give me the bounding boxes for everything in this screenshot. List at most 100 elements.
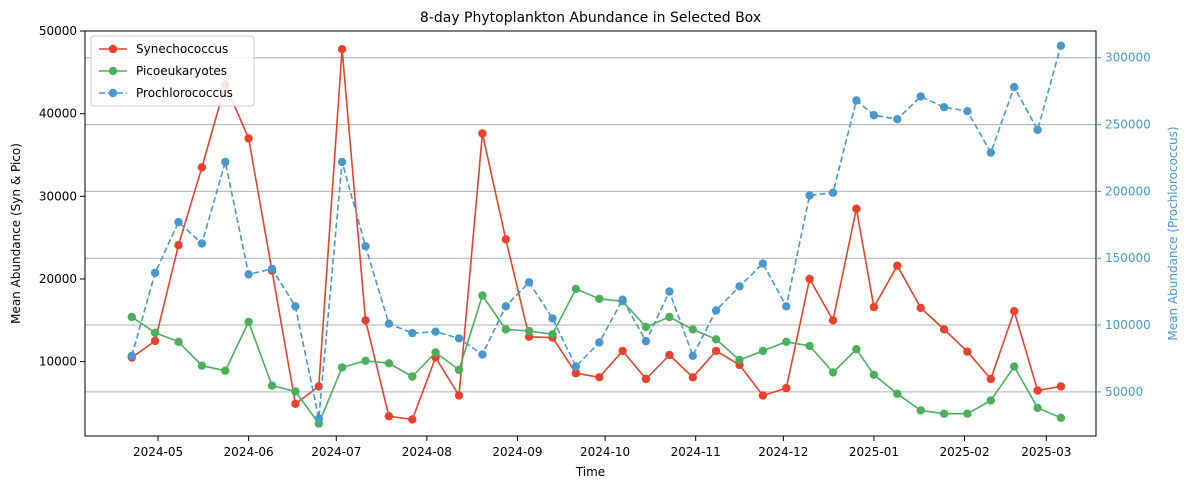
data-point-synechococcus — [805, 274, 814, 284]
legend-label: Synechococcus — [136, 42, 228, 56]
data-point-prochlorococcus — [618, 295, 627, 304]
y-left-tick-label: 30000 — [39, 189, 77, 203]
data-point-synechococcus — [852, 204, 861, 213]
x-tick-label: 2024-11 — [671, 445, 721, 459]
data-point-picoeukaryotes — [758, 346, 768, 356]
data-point-picoeukaryotes — [641, 322, 651, 332]
y-right-tick-label: 150000 — [1105, 251, 1151, 265]
x-tick-label: 2024-05 — [133, 445, 183, 459]
data-point-picoeukaryotes — [1010, 362, 1019, 371]
data-point-synechococcus — [1033, 386, 1042, 395]
data-point-synechococcus — [408, 415, 417, 424]
left-y-axis-label: Mean Abundance (Syn & Pico) — [9, 143, 23, 324]
chart-title: 8-day Phytoplankton Abundance in Selecte… — [420, 10, 761, 26]
y-right-tick-label: 100000 — [1105, 318, 1151, 332]
right-y-axis-label: Mean Abundance (Prochlorococcus) — [1166, 126, 1180, 340]
data-point-picoeukaryotes — [221, 366, 230, 375]
data-point-synechococcus — [174, 240, 183, 250]
data-point-prochlorococcus — [805, 191, 814, 200]
data-point-prochlorococcus — [688, 351, 697, 360]
data-point-prochlorococcus — [361, 242, 370, 251]
data-point-prochlorococcus — [869, 111, 879, 120]
data-point-prochlorococcus — [1010, 82, 1019, 92]
x-tick-label: 2024-09 — [492, 445, 542, 459]
data-point-synechococcus — [595, 373, 604, 382]
data-point-synechococcus — [337, 45, 347, 54]
x-tick-label: 2024-06 — [224, 445, 274, 459]
data-point-synechococcus — [1056, 382, 1066, 391]
data-point-synechococcus — [828, 316, 838, 325]
legend-marker — [108, 66, 118, 76]
data-point-prochlorococcus — [1056, 41, 1066, 50]
data-point-prochlorococcus — [197, 239, 207, 248]
data-point-picoeukaryotes — [571, 284, 581, 294]
data-point-picoeukaryotes — [361, 356, 370, 365]
data-point-picoeukaryotes — [197, 361, 207, 370]
y-left-tick-label: 50000 — [39, 24, 77, 38]
data-point-prochlorococcus — [1033, 125, 1042, 135]
data-point-prochlorococcus — [127, 351, 136, 360]
data-point-prochlorococcus — [641, 336, 651, 346]
data-point-synechococcus — [571, 369, 581, 378]
x-axis: 2024-05 2024-06 2024-07 2024-08 2024-09 2024-… — [133, 436, 1071, 459]
data-point-picoeukaryotes — [431, 348, 440, 357]
data-point-prochlorococcus — [665, 287, 674, 296]
data-point-prochlorococcus — [595, 338, 604, 347]
y-right-tick-label: 250000 — [1105, 118, 1151, 132]
data-point-picoeukaryotes — [711, 335, 721, 344]
y-left-tick-label: 20000 — [39, 272, 77, 286]
data-point-prochlorococcus — [291, 302, 300, 311]
legend-marker — [108, 44, 118, 54]
data-point-prochlorococcus — [548, 314, 557, 323]
x-tick-label: 2025-02 — [939, 445, 989, 459]
data-point-picoeukaryotes — [127, 312, 136, 322]
data-point-synechococcus — [711, 346, 721, 356]
data-point-picoeukaryotes — [174, 337, 183, 346]
data-point-synechococcus — [916, 303, 925, 313]
data-point-prochlorococcus — [735, 282, 744, 291]
data-point-picoeukaryotes — [805, 341, 814, 351]
y-left-tick-label: 40000 — [39, 107, 77, 121]
data-point-picoeukaryotes — [852, 345, 861, 354]
data-point-prochlorococcus — [571, 362, 581, 371]
data-point-synechococcus — [478, 129, 487, 138]
x-tick-label: 2024-08 — [402, 445, 452, 459]
data-point-synechococcus — [782, 383, 791, 393]
y-right-tick-label: 300000 — [1105, 51, 1151, 65]
data-point-prochlorococcus — [916, 92, 925, 101]
data-point-prochlorococcus — [893, 115, 902, 124]
y-right-tick-label: 50000 — [1105, 385, 1143, 399]
data-point-synechococcus — [384, 412, 394, 421]
data-point-prochlorococcus — [150, 268, 160, 278]
data-point-picoeukaryotes — [454, 365, 464, 375]
x-tick-label: 2024-12 — [758, 445, 808, 459]
data-point-synechococcus — [893, 261, 902, 270]
x-tick-label: 2025-03 — [1021, 445, 1071, 459]
data-point-synechococcus — [665, 350, 674, 360]
plot-area-frame — [84, 30, 1097, 437]
series-line-synechococcus — [131, 48, 1062, 421]
legend-box — [90, 35, 255, 107]
data-point-picoeukaryotes — [963, 409, 972, 418]
data-point-prochlorococcus — [337, 157, 347, 167]
data-point-prochlorococcus — [384, 319, 394, 328]
data-point-prochlorococcus — [986, 148, 995, 157]
data-point-prochlorococcus — [828, 188, 838, 197]
legend-item-prochlorococcus: Prochlorococcus — [99, 86, 233, 100]
data-point-synechococcus — [939, 325, 949, 334]
data-point-picoeukaryotes — [501, 325, 510, 334]
data-point-prochlorococcus — [711, 306, 721, 315]
x-axis-label: Time — [575, 465, 605, 479]
data-point-prochlorococcus — [454, 334, 464, 343]
data-point-prochlorococcus — [758, 259, 768, 268]
x-tick-label: 2024-07 — [311, 445, 361, 459]
series-layer — [127, 41, 1066, 428]
x-tick-label: 2025-01 — [849, 445, 899, 459]
series-line-prochlorococcus — [131, 45, 1062, 420]
legend-item-synechococcus: Synechococcus — [99, 42, 228, 56]
data-point-picoeukaryotes — [916, 406, 925, 415]
data-point-prochlorococcus — [244, 270, 253, 279]
data-point-synechococcus — [758, 391, 768, 400]
data-point-synechococcus — [986, 374, 995, 384]
